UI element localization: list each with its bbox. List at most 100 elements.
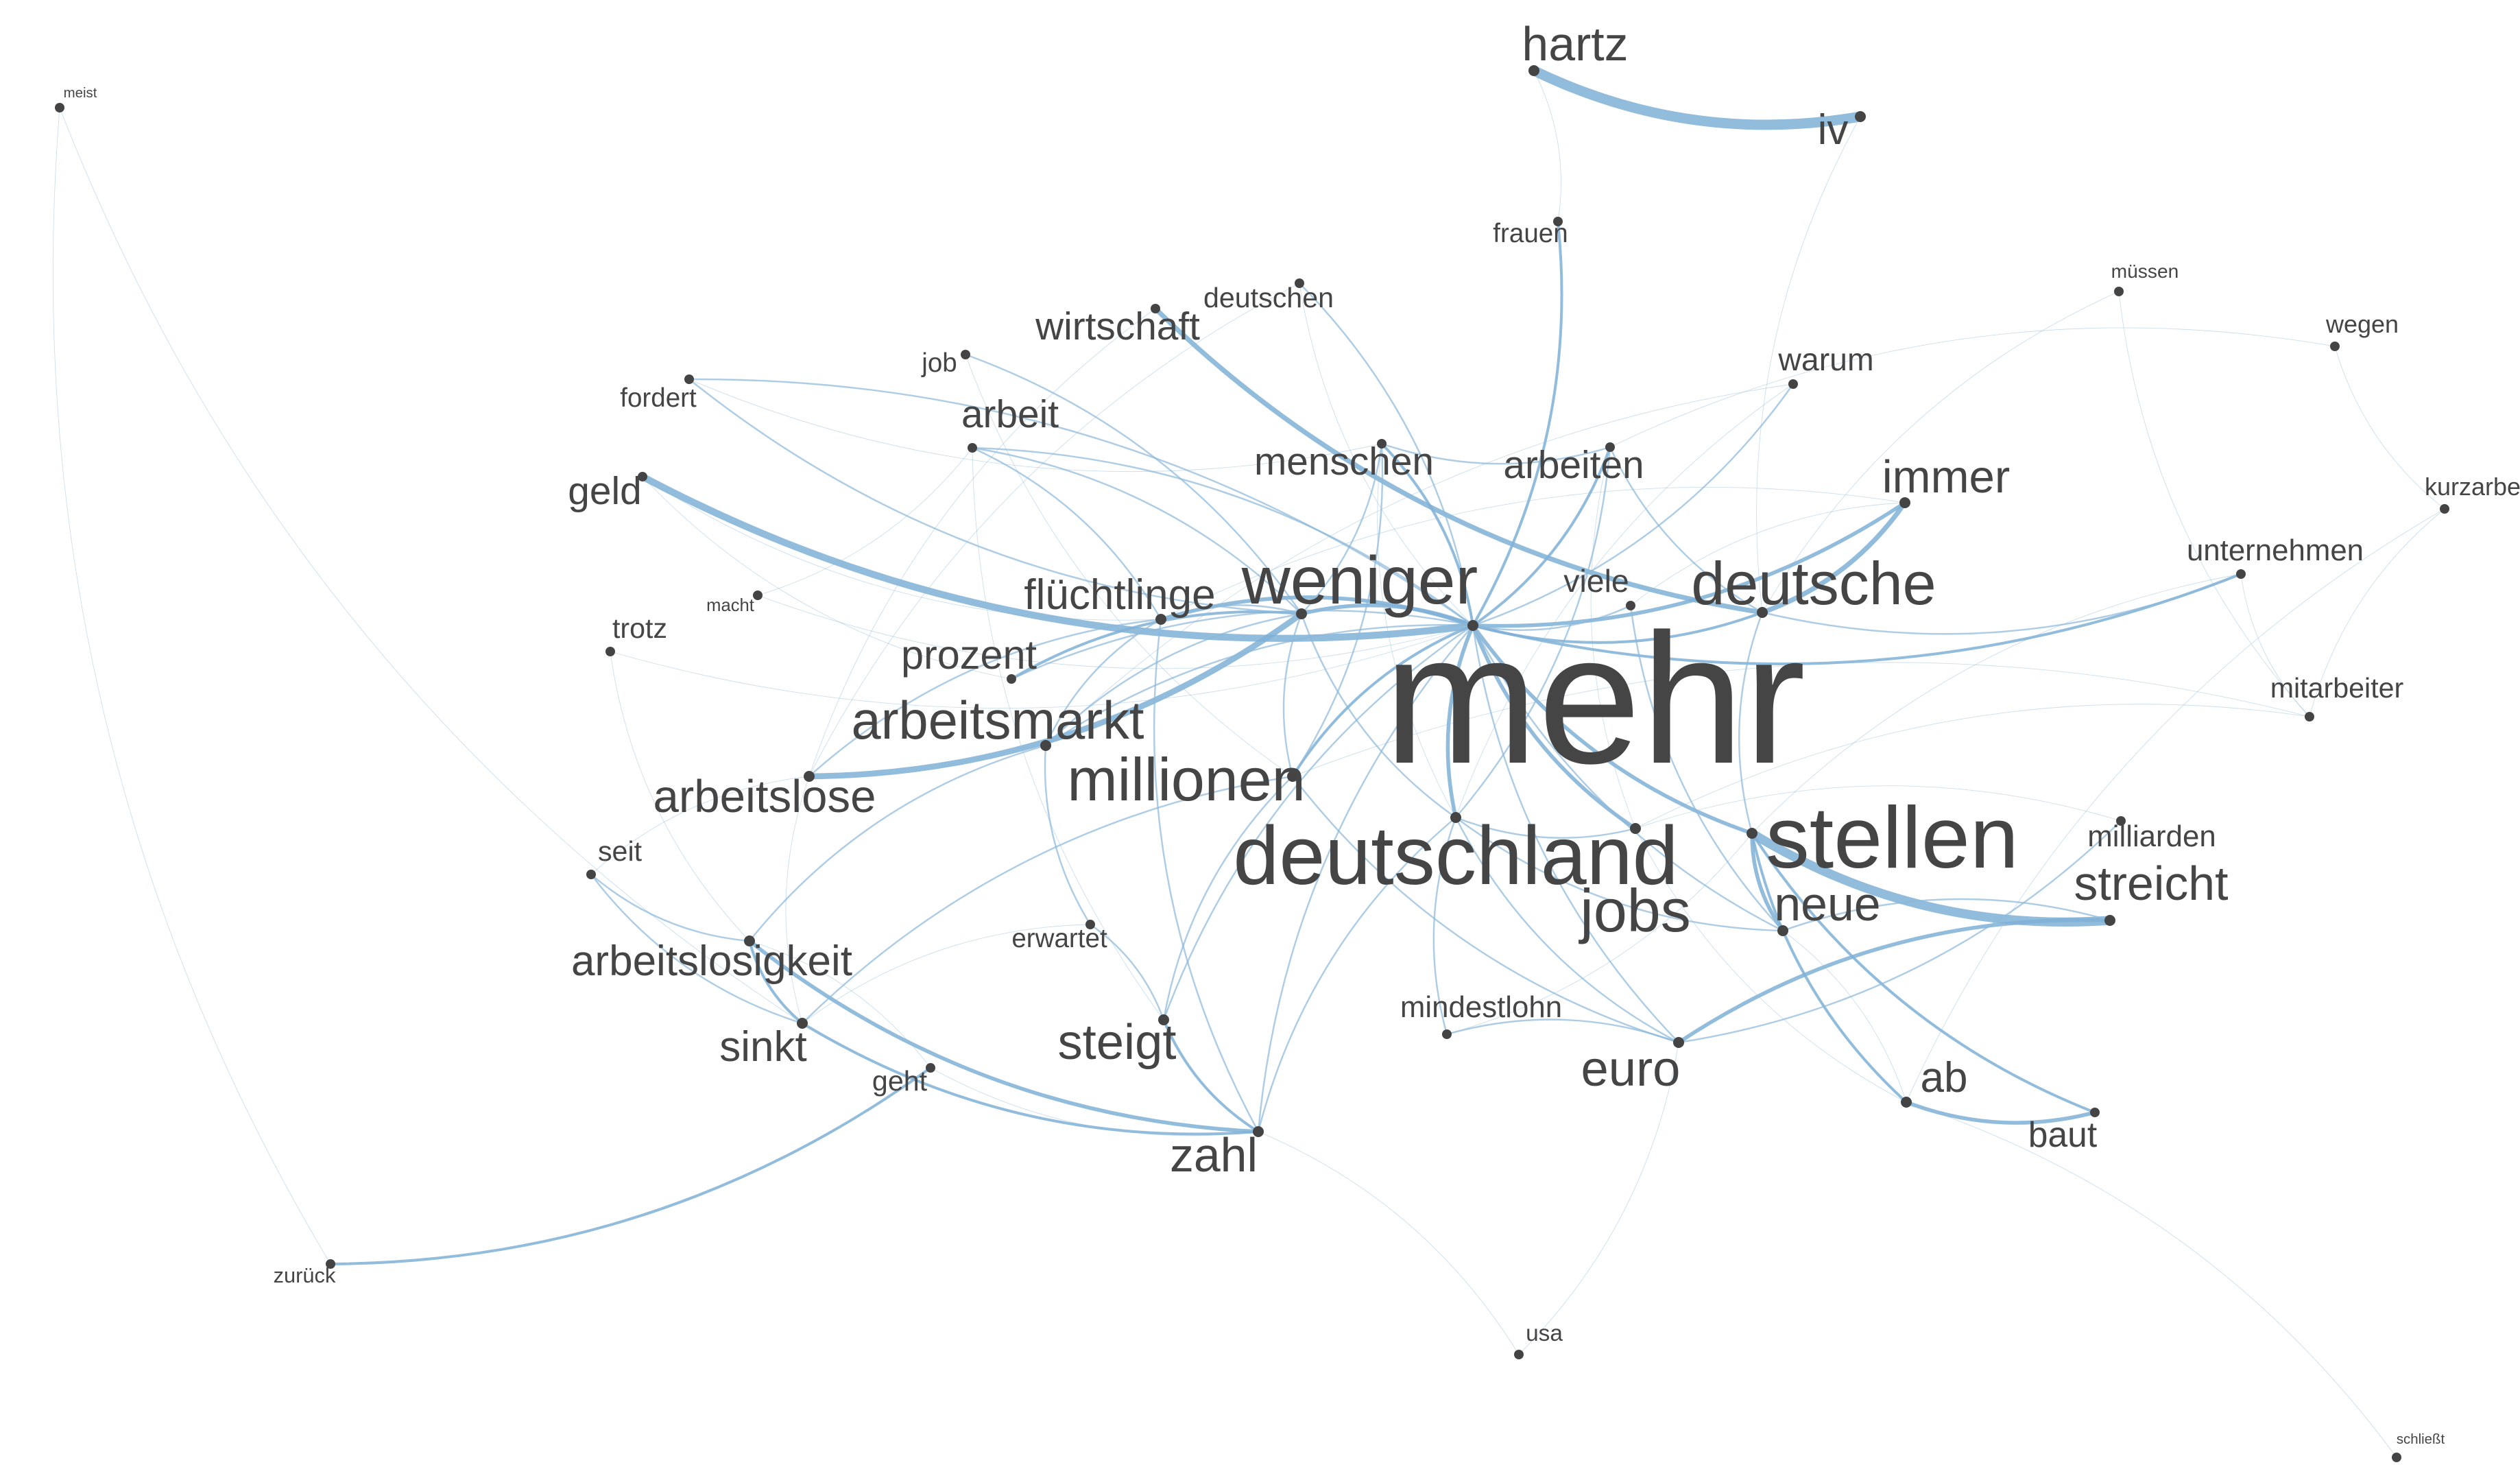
node-macht[interactable] (753, 591, 763, 600)
edge-deutschen-mehr (1299, 283, 1474, 626)
node-seit[interactable] (586, 870, 596, 879)
edge-mehr-arbeit (971, 446, 1474, 627)
node-mehr[interactable] (1467, 620, 1478, 631)
node-ab[interactable] (1901, 1097, 1912, 1108)
node-euro[interactable] (1673, 1037, 1684, 1048)
node-weniger[interactable] (1296, 608, 1307, 619)
node-label-sinkt: sinkt (719, 1023, 806, 1071)
node-deutschland[interactable] (1450, 812, 1461, 823)
edge-geld-fluchtlinge (642, 476, 1162, 621)
node-wegen[interactable] (2330, 342, 2340, 351)
node-zuruck[interactable] (326, 1259, 335, 1269)
node-mindestlohn[interactable] (1442, 1029, 1452, 1039)
edge-fluchtlinge-zahl (1153, 618, 1260, 1133)
node-menschen[interactable] (1377, 439, 1387, 449)
node-geld[interactable] (638, 472, 647, 481)
node-iv[interactable] (1855, 111, 1866, 122)
node-label-arbeitsmarkt: arbeitsmarkt (852, 691, 1144, 750)
edge-erwartet-sinkt (802, 924, 1091, 1024)
node-arbeitslose[interactable] (804, 771, 815, 782)
edge-trotz-mehr (610, 625, 1474, 708)
node-wirtschaft[interactable] (1151, 304, 1160, 313)
node-label-meist: meist (64, 86, 97, 101)
node-steigt[interactable] (1158, 1014, 1169, 1025)
node-label-steigt: steigt (1057, 1014, 1176, 1070)
node-deutschen[interactable] (1295, 278, 1304, 288)
edge-fluchtlinge-arbeit (971, 446, 1162, 621)
node-label-warum: warum (1777, 342, 1873, 377)
node-job[interactable] (961, 350, 970, 359)
edge-jobs-ab (1635, 828, 1907, 1103)
node-streicht[interactable] (2104, 915, 2115, 926)
edge-wegen-kurzarbeit (2334, 346, 2445, 510)
edge-deutsche-unternehmen (1761, 573, 2242, 635)
node-milliarden[interactable] (2116, 816, 2126, 826)
node-trotz[interactable] (605, 647, 615, 656)
node-zahl[interactable] (1253, 1126, 1264, 1137)
node-jobs[interactable] (1630, 823, 1641, 834)
node-label-arbeitslosigkeit: arbeitslosigkeit (571, 938, 852, 985)
node-stellen[interactable] (1747, 828, 1757, 839)
node-arbeitslosigkeit[interactable] (744, 935, 755, 946)
edge-kurzarbeit-ab (1906, 508, 2445, 1103)
node-viele[interactable] (1626, 601, 1635, 610)
node-label-kurzarbeit: kurzarbeit (2425, 473, 2520, 501)
node-frauen[interactable] (1553, 217, 1563, 226)
node-arbeit[interactable] (968, 443, 977, 453)
edge-seit-arbeitslosigkeit (590, 873, 751, 942)
node-kurzarbeit[interactable] (2440, 504, 2449, 514)
node-usa[interactable] (1514, 1350, 1524, 1359)
edge-mehr-frauen (1472, 220, 1563, 627)
edge-weniger-millionen (1282, 612, 1303, 778)
edge-arbeiten-jobs (1590, 446, 1636, 829)
edge-arbeitslosigkeit-sinkt (748, 940, 804, 1025)
edge-weniger-menschen (1300, 442, 1383, 615)
node-hartz[interactable] (1528, 65, 1539, 76)
node-baut[interactable] (2090, 1108, 2100, 1117)
node-label-iv: iv (1818, 106, 1849, 154)
node-arbeiten[interactable] (1605, 442, 1615, 452)
edge-macht-arbeit (757, 447, 973, 596)
edge-geht-zahl (930, 1067, 1259, 1136)
edge-weniger-job (964, 353, 1303, 615)
node-deutsche[interactable] (1757, 607, 1768, 618)
edge-meist-sinkt (59, 107, 803, 1024)
edge-sinkt-zahl (801, 1022, 1260, 1136)
node-mitarbeiter[interactable] (2305, 712, 2314, 721)
edge-mehr-weniger (1299, 603, 1475, 628)
node-geht[interactable] (926, 1063, 935, 1073)
node-label-menschen: menschen (1254, 440, 1434, 484)
node-immer[interactable] (1899, 497, 1910, 508)
node-prozent[interactable] (1007, 674, 1016, 684)
node-warum[interactable] (1788, 379, 1798, 389)
node-sinkt[interactable] (797, 1018, 808, 1029)
node-neue[interactable] (1777, 925, 1788, 936)
edge-deutschen-arbeitslose (808, 283, 1300, 777)
node-label-trotz: trotz (612, 612, 667, 644)
node-label-euro: euro (1581, 1041, 1681, 1097)
node-label-zuruck: zurück (274, 1263, 336, 1287)
edge-mehr-arbeitsmarkt (1044, 624, 1474, 747)
node-fluchtlinge[interactable] (1155, 614, 1166, 625)
node-schliesst[interactable] (2392, 1453, 2401, 1462)
node-erwartet[interactable] (1085, 920, 1095, 929)
node-label-wirtschaft: wirtschaft (1035, 305, 1200, 348)
node-label-mussen: müssen (2111, 260, 2179, 282)
node-millionen[interactable] (1287, 771, 1298, 782)
node-label-mindestlohn: mindestlohn (1400, 990, 1562, 1024)
node-unternehmen[interactable] (2236, 569, 2246, 579)
node-mussen[interactable] (2114, 287, 2124, 296)
edge-iv-deutsche (1756, 116, 1861, 613)
edge-mehr-zahl (1257, 624, 1474, 1133)
node-meist[interactable] (55, 103, 64, 112)
edge-mehr-stellen (1471, 623, 1754, 835)
edge-mitarbeiter-millionen (1292, 662, 2310, 777)
edge-wirtschaft-deutsche (1153, 306, 1765, 615)
node-label-arbeit: arbeit (961, 393, 1059, 436)
edge-warum-deutschland (1455, 383, 1794, 818)
node-label-milliarden: milliarden (2087, 820, 2216, 853)
node-arbeitsmarkt[interactable] (1040, 740, 1051, 751)
node-fordert[interactable] (684, 374, 694, 384)
